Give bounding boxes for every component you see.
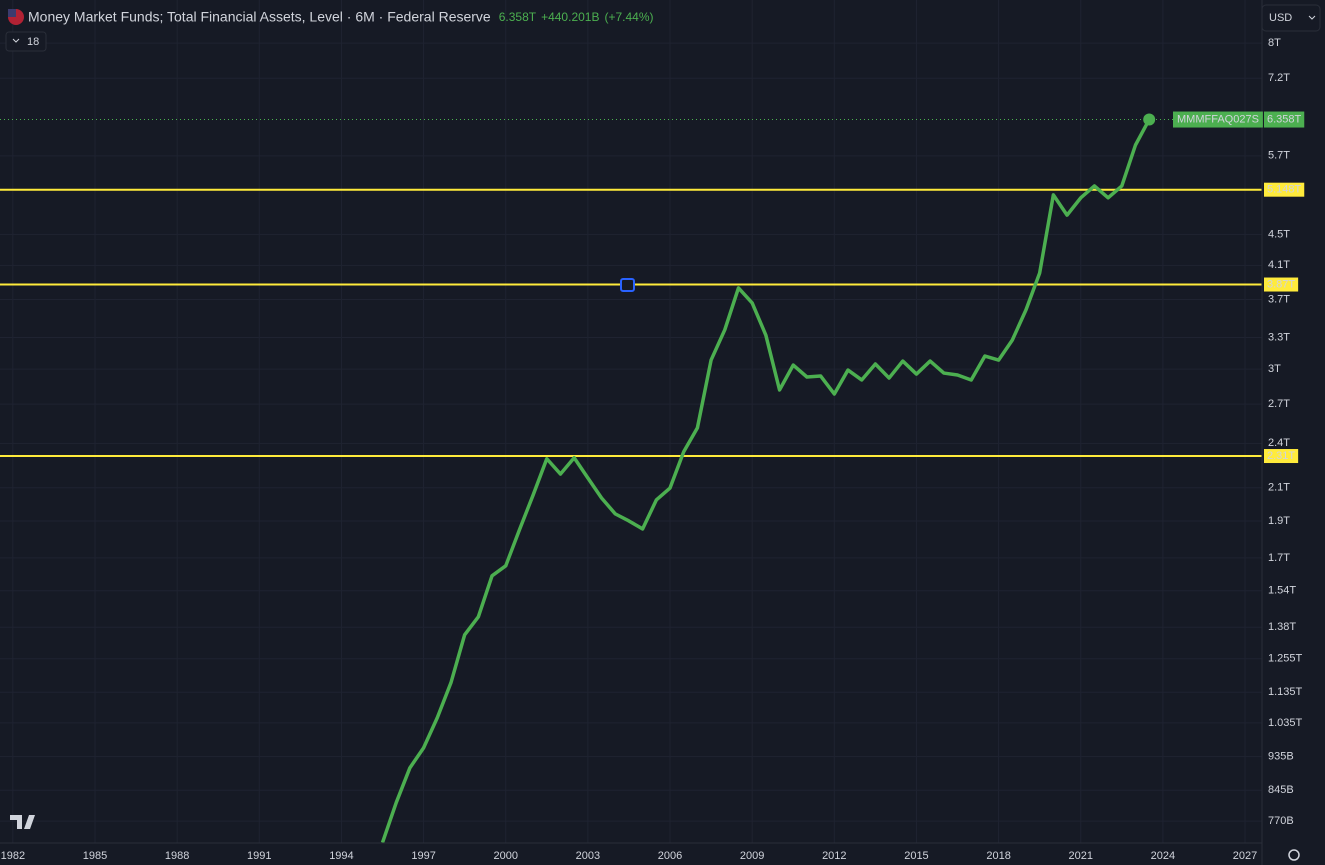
symbol-title: Money Market Funds; Total Financial Asse…: [28, 9, 491, 25]
chevron: [1308, 15, 1316, 20]
hline-label-bg: [1264, 449, 1299, 464]
y-tick-label: 1.7T: [1268, 552, 1290, 564]
y-tick-label: 5.7T: [1268, 150, 1290, 162]
y-tick-label: 1.54T: [1268, 585, 1296, 597]
x-tick-label: 2009: [740, 850, 764, 862]
y-tick-label: 1.255T: [1268, 653, 1303, 665]
y-tick-label: 845B: [1268, 784, 1294, 796]
y-tick-label: 8T: [1268, 37, 1281, 49]
hline-label-bg: [1264, 277, 1299, 292]
x-tick-label: 2015: [904, 850, 928, 862]
x-tick-label: 2024: [1151, 850, 1175, 862]
x-tick-label: 2027: [1233, 850, 1257, 862]
x-tick-label: 2006: [658, 850, 682, 862]
x-tick-label: 2000: [493, 850, 517, 862]
hline-label: 5.148T: [1267, 184, 1302, 196]
x-tick-label: 1997: [411, 850, 435, 862]
price-change: +440.201B: [541, 10, 599, 24]
settings-button[interactable]: [1288, 849, 1300, 861]
last-value-bg: [1264, 111, 1305, 128]
plot: [0, 113, 1262, 843]
x-tick-label: 1988: [165, 850, 189, 862]
series-name-label: MMMFFAQ027S: [1177, 113, 1259, 125]
last-value-label: 6.358T: [1267, 113, 1302, 125]
y-tick-label: 1.035T: [1268, 717, 1303, 729]
hline-label: 3.87T: [1267, 278, 1295, 290]
currency-label: USD: [1269, 12, 1292, 24]
chevron: [12, 38, 20, 43]
y-tick-label: 1.38T: [1268, 621, 1296, 633]
indicator-count: 18: [27, 36, 39, 48]
price-change-percent: (+7.44%): [604, 10, 653, 24]
last-point: [1143, 113, 1156, 126]
x-tick-label: 1991: [247, 850, 271, 862]
indicator-toggle[interactable]: [5, 31, 47, 52]
y-tick-label: 1.135T: [1268, 686, 1303, 698]
y-tick-label: 3T: [1268, 363, 1281, 375]
y-tick-label: 2.1T: [1268, 482, 1290, 494]
x-tick-label: 2021: [1068, 850, 1092, 862]
logo: [10, 815, 35, 829]
series-line: [380, 118, 1151, 843]
x-tick-label: 2018: [986, 850, 1010, 862]
y-tick-label: 4.5T: [1268, 228, 1290, 240]
y-tick-label: 935B: [1268, 751, 1294, 763]
drawing-handle[interactable]: [620, 278, 635, 292]
x-tick-label: 2003: [576, 850, 600, 862]
x-tick-label: 2012: [822, 850, 846, 862]
y-tick-label: 4.1T: [1268, 259, 1290, 271]
y-tick-label: 1.9T: [1268, 515, 1290, 527]
x-tick-label: 1982: [1, 850, 25, 862]
x-tick-label: 1985: [83, 850, 107, 862]
y-tick-label: 2.7T: [1268, 398, 1290, 410]
grid: [0, 0, 1262, 843]
y-tick-label: 7.2T: [1268, 72, 1290, 84]
hline-label-bg: [1264, 182, 1305, 197]
series-name-bg: [1173, 111, 1263, 128]
last-price: 6.358T: [499, 10, 537, 24]
flag-canton: [8, 9, 16, 17]
x-tick-label: 1994: [329, 850, 353, 862]
y-tick-label: 3.3T: [1268, 331, 1290, 343]
currency-select[interactable]: [1261, 4, 1321, 32]
y-tick-label: 2.4T: [1268, 437, 1290, 449]
y-tick-label: 3.7T: [1268, 293, 1290, 305]
hline-label: 2.31T: [1267, 450, 1295, 462]
y-tick-label: 770B: [1268, 815, 1294, 827]
